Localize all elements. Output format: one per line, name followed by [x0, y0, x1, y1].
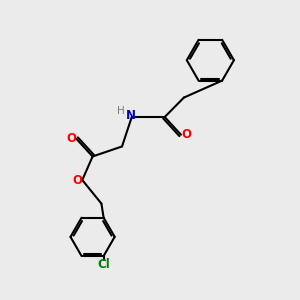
- Text: N: N: [126, 109, 136, 122]
- Text: O: O: [66, 132, 76, 145]
- Text: Cl: Cl: [97, 258, 110, 271]
- Text: H: H: [117, 106, 124, 116]
- Text: O: O: [181, 128, 191, 141]
- Text: O: O: [72, 173, 82, 187]
